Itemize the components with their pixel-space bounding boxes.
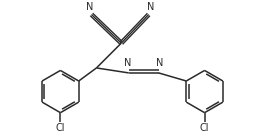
Text: N: N: [156, 58, 164, 68]
Text: N: N: [86, 2, 93, 12]
Text: N: N: [124, 58, 131, 68]
Text: Cl: Cl: [200, 123, 209, 133]
Text: N: N: [147, 2, 154, 12]
Text: Cl: Cl: [56, 123, 65, 133]
